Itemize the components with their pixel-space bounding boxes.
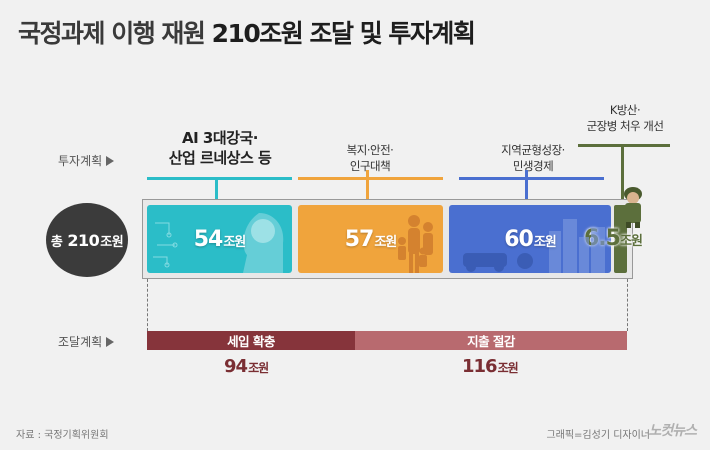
category-label-ai: AI 3대강국· 산업 르네상스 등	[168, 129, 272, 168]
funding-bar-revenue-label: 세입 확충	[227, 334, 275, 349]
stem-ai	[215, 180, 218, 207]
funding-bar-spending-cut-label: 지출 절감	[467, 334, 515, 349]
nocut-news-logo: 노컷뉴스	[648, 423, 697, 439]
soldier-icon	[624, 187, 642, 228]
funding-value-spending-cut-number: 116	[462, 356, 498, 377]
segment-ai-value: 54	[193, 226, 224, 252]
segment-defense-unit: 조원	[619, 234, 643, 249]
total-badge: 총 210 조원	[46, 203, 128, 277]
guide-line-left	[147, 279, 148, 331]
funding-value-spending-cut-unit: 조원	[497, 361, 519, 375]
play-arrow-icon	[106, 337, 115, 347]
page-title: 국정과제 이행 재원 210조원 조달 및 투자계획	[18, 14, 476, 50]
total-unit: 조원	[100, 234, 124, 250]
segment-ai: 54조원	[147, 205, 292, 273]
segment-regional: 60조원	[449, 205, 611, 273]
category-label-defense: K방산· 군장병 처우 개선	[586, 103, 664, 133]
graphic-credit: 그래픽=김성기 디자이너	[546, 430, 650, 441]
ai-robot-icon	[153, 213, 284, 273]
segment-regional-value: 60	[504, 226, 534, 252]
title-part-1: 국정과제 이행 재원	[18, 19, 212, 48]
funding-value-spending-cut: 116조원	[462, 356, 519, 377]
category-label-welfare: 복지·안전· 인구대책	[346, 143, 394, 173]
stem-regional	[525, 170, 528, 207]
funding-value-revenue: 94조원	[224, 356, 269, 377]
category-label-regional: 지역균형성장· 민생경제	[501, 143, 565, 173]
segment-ai-unit: 조원	[223, 234, 246, 250]
investment-row-label-text: 투자계획	[58, 154, 103, 168]
funding-bar-spending-cut: 지출 절감	[355, 331, 627, 350]
bracket-ai	[147, 177, 292, 182]
segment-welfare-value: 57	[344, 226, 375, 252]
source-note: 자료 : 국정기획위원회	[16, 430, 109, 441]
funding-row-label-text: 조달계획	[58, 335, 103, 349]
funding-bar-revenue: 세입 확충	[147, 331, 355, 350]
funding-value-revenue-number: 94	[224, 356, 248, 377]
play-arrow-icon	[106, 156, 115, 166]
segment-defense	[614, 205, 627, 273]
bracket-defense	[578, 144, 670, 147]
city-icon	[463, 219, 605, 273]
investment-row-label: 투자계획	[58, 152, 115, 169]
bracket-regional	[459, 177, 604, 182]
bracket-welfare	[298, 177, 443, 182]
funding-row-label: 조달계획	[58, 333, 115, 350]
title-part-2: 210조원 조달 및 투자계획	[211, 19, 476, 48]
stem-welfare	[366, 170, 369, 207]
total-value: 210	[67, 230, 100, 250]
segment-welfare-unit: 조원	[374, 234, 397, 250]
guide-line-right	[627, 279, 628, 331]
segment-regional-unit: 조원	[533, 234, 557, 250]
stem-defense	[621, 146, 624, 206]
segment-welfare: 57조원	[298, 205, 443, 273]
family-icon	[398, 215, 433, 273]
funding-value-revenue-unit: 조원	[248, 361, 269, 375]
total-prefix: 총	[50, 234, 63, 250]
